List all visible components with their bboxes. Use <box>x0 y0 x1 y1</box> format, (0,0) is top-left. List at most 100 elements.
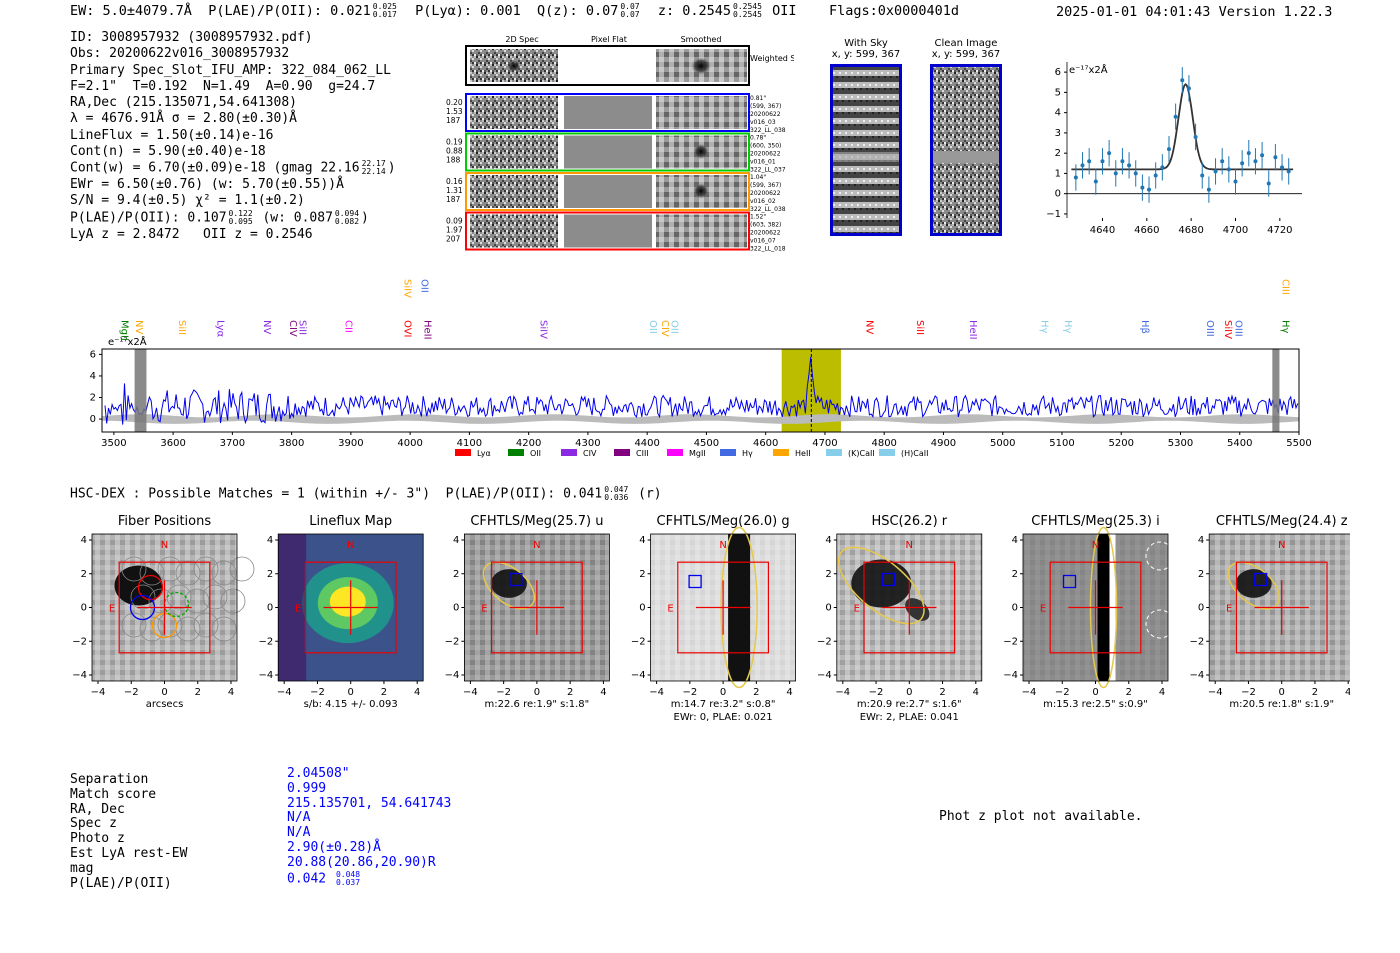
panel-xtick: −4 <box>91 687 106 698</box>
panel-caption: EWr: 0, PLAE: 0.021 <box>674 712 773 723</box>
zoom-ytick: −1 <box>1046 209 1061 220</box>
spec-xtick: 4300 <box>575 438 600 449</box>
panel-title: CFHTLS/Meg(25.3) i <box>1031 514 1159 529</box>
legend-label: (H)CaII <box>901 449 928 458</box>
panel-ytick: −4 <box>817 670 832 681</box>
legend-label: OII <box>530 449 541 458</box>
panel-xtick: 2 <box>1312 687 1318 698</box>
legend-label: HeII <box>795 449 811 458</box>
cutout-pixel-flat <box>564 175 652 208</box>
aperture-box <box>1049 561 1142 654</box>
panel-ytick: 4 <box>267 535 273 546</box>
info-ewr: EWr = 6.50(±0.76) (w: 5.70(±0.55))Å <box>70 177 344 193</box>
legend-label: Hγ <box>742 449 753 458</box>
cutout-blob <box>693 143 709 160</box>
cutout-stat: 0.20 <box>446 98 463 107</box>
line-marker: OII <box>647 320 658 334</box>
panel-ytick: −4 <box>631 670 646 681</box>
match-value: 2.90(±0.28)Å <box>287 839 381 855</box>
east-label: E <box>667 604 673 615</box>
line-marker: OII <box>669 320 680 334</box>
panel-ytick: 0 <box>267 603 273 614</box>
north-label: N <box>1278 540 1285 551</box>
panel-xtick: −4 <box>1208 687 1223 698</box>
spec-xtick: 5000 <box>990 438 1015 449</box>
panel-xtick: 2 <box>381 687 387 698</box>
cutout-meta: (603, 382) <box>750 222 781 229</box>
data-point <box>1246 151 1251 156</box>
data-point <box>1286 169 1291 174</box>
info-primary: Primary Spec_Slot_IFU_AMP: 322_084_062_L… <box>70 62 391 78</box>
data-point <box>1220 159 1225 164</box>
panel-xtick: 0 <box>348 687 354 698</box>
panel-ytick: −2 <box>817 636 832 647</box>
panel-title: Lineflux Map <box>309 514 392 529</box>
plya-value: P(Lyα): 0.001 <box>415 3 521 19</box>
panel-caption: s/b: 4.15 +/- 0.093 <box>304 699 398 710</box>
line-marker: NV <box>261 320 272 334</box>
zoom-ytick: 3 <box>1055 128 1061 139</box>
line-marker: HeII <box>967 320 978 340</box>
line-marker: Lyα <box>215 320 226 338</box>
line-fit-chart: 6 5 4 3 2 1 0 −1 4640 4660 4680 4700 4720 e⁻¹⁷x2Å <box>1046 62 1302 235</box>
zoom-unit: e⁻¹⁷x2Å <box>1069 63 1108 76</box>
data-point <box>1206 187 1211 192</box>
with-sky-title: With Sky x, y: 599, 367 <box>831 38 901 60</box>
cutout-meta: 20200622 <box>750 111 781 118</box>
panel-xtick: −2 <box>869 687 884 698</box>
cutout-stat: 0.19 <box>446 138 463 147</box>
line-marker: HeII <box>421 320 432 340</box>
panel-ytick: 4 <box>453 535 459 546</box>
cutout-meta: v016_03 <box>750 119 776 126</box>
data-point <box>1107 151 1112 156</box>
panel-ytick: 0 <box>639 603 645 614</box>
imaging-panels: Fiber Positions N E −4 −2 0 2 4 4 2 0 −2 −4 arcsecs Li… <box>72 514 1350 723</box>
flags-value: Flags:0x0000401d <box>828 3 960 19</box>
legend-swatch <box>773 449 789 456</box>
line-marker: Hγ <box>1038 320 1049 334</box>
data-point <box>1093 179 1098 184</box>
east-label: E <box>854 604 860 615</box>
spec-xtick: 5100 <box>1049 438 1074 449</box>
data-point <box>1253 159 1258 164</box>
spec-xtick: 4400 <box>634 438 659 449</box>
panel-xtick: 4 <box>1159 687 1165 698</box>
spec-xtick: 4100 <box>457 438 482 449</box>
version: Version 1.22.3 <box>1218 4 1333 20</box>
panel-ytick: −2 <box>258 636 273 647</box>
panel-ytick: −4 <box>72 670 87 681</box>
panel-ytick: −2 <box>1003 636 1018 647</box>
north-label: N <box>906 540 913 551</box>
panel-ytick: 2 <box>81 569 87 580</box>
cutout-stat: 1.31 <box>446 186 463 195</box>
cutout-meta: (600, 350) <box>750 143 781 150</box>
spec-xtick: 4800 <box>871 438 896 449</box>
spec-xtick: 3500 <box>101 438 126 449</box>
data-point <box>1127 163 1132 168</box>
spec-xtick: 4200 <box>516 438 541 449</box>
header-line: EW: 5.0±4079.7Å P(LAE)/P(OII): 0.021 0.02… <box>70 2 960 20</box>
north-label: N <box>719 540 726 551</box>
match-label: Match score <box>70 786 157 802</box>
info-fit: F=2.1" T=0.192 N=1.49 A=0.90 g=24.7 <box>70 78 376 94</box>
spec-ytick: 0 <box>90 414 96 425</box>
spec-xtick: 5200 <box>1109 438 1134 449</box>
info-lambda: λ = 4676.91Å σ = 2.80(±0.30)Å <box>70 111 297 127</box>
panel-ytick: 4 <box>81 535 87 546</box>
panel-xtick: −2 <box>310 687 325 698</box>
match-label: Separation <box>70 772 149 787</box>
line-marker: OIII <box>1204 320 1215 337</box>
spec-xtick: 4000 <box>397 438 422 449</box>
info-plae: P(LAE)/P(OII): 0.107 0.122 0.095 (w: 0.087… <box>70 208 369 226</box>
line-marker: OIII <box>1233 320 1244 337</box>
east-label: E <box>295 604 301 615</box>
col-label-2d: 2D Spec <box>505 35 538 44</box>
cutout-meta: 0.81" <box>750 95 766 102</box>
info-contw: Cont(w) = 6.70(±0.09)e-18 (gmag 22.16 22.… <box>70 159 396 177</box>
info-id: ID: 3008957932 (3008957932.pdf) <box>70 30 313 45</box>
masked-range <box>134 349 147 432</box>
panel-caption: m:15.3 re:2.5" s:0.9" <box>1043 699 1148 710</box>
panel-xtick: −2 <box>1055 687 1070 698</box>
cutout-stat: 1.53 <box>446 107 463 116</box>
panel-ytick: 2 <box>453 569 459 580</box>
